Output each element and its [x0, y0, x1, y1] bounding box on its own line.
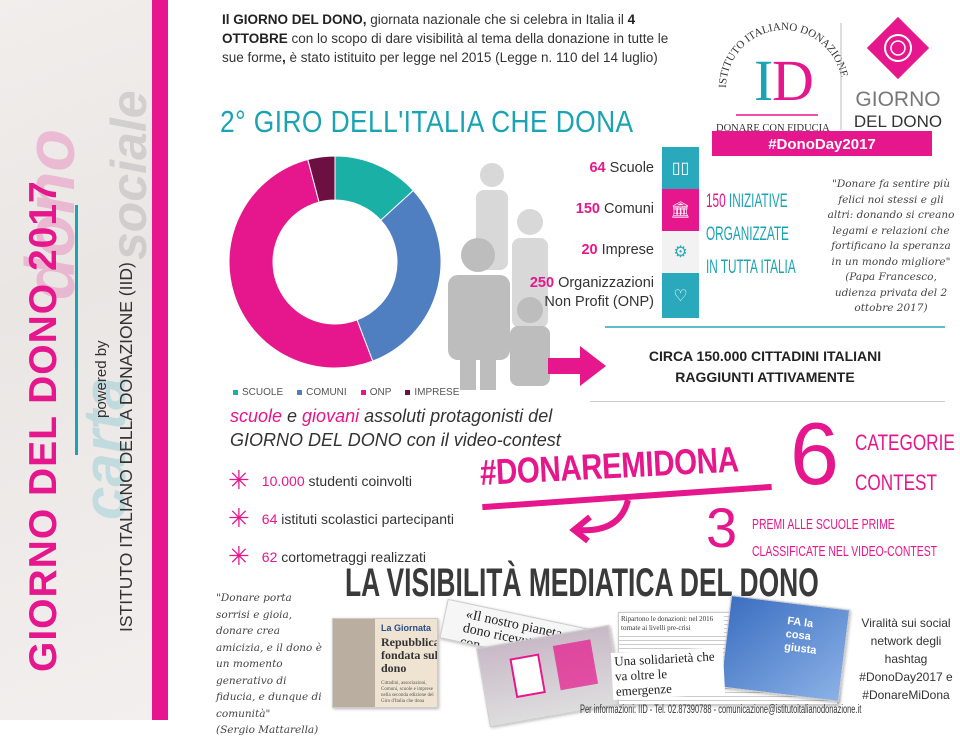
people-silhouettes-icon	[448, 163, 550, 390]
legend-swatch	[360, 389, 366, 395]
legend-swatch	[233, 389, 238, 395]
chart-legend: SCUOLE COMUNI ONP IMPRESE	[233, 387, 459, 398]
donut-slice-imprese	[307, 155, 336, 203]
intro-text: Il GIORNO DEL DONO, giornata nazionale c…	[222, 12, 669, 65]
logo-d: D	[772, 48, 814, 113]
arrow-right-icon	[548, 346, 606, 386]
categories-text: CATEGORIE CONTEST	[855, 430, 955, 495]
asterisk-icon: ✳	[228, 541, 250, 571]
logo-i: I	[754, 48, 773, 113]
legend-item-onp: ONP	[360, 387, 392, 398]
stat-comuni: 150 Comuni	[575, 201, 654, 217]
initiatives-text: 150 INIZIATIVE ORGANIZZATE IN TUTTA ITALIA	[706, 191, 796, 278]
stat-onp: 250 Organizzazioni Non Profit (ONP)	[529, 275, 654, 310]
donut-slice-comuni	[356, 189, 442, 362]
donut-slice-onp	[228, 158, 374, 369]
legend-item-scuole: SCUOLE	[233, 387, 283, 398]
legend-swatch	[297, 389, 303, 395]
legend-label: COMUNI	[306, 387, 347, 398]
legend-item-comuni: COMUNI	[297, 387, 347, 398]
legend-item-imprese: IMPRESE	[405, 387, 459, 398]
divider	[605, 326, 945, 328]
iid-logo: ISTITUTO ITALIANO DONAZIONE I D DONARE C…	[712, 16, 942, 156]
contest-item: ✳ 10.000 studenti coinvolti	[228, 465, 413, 495]
stat-scuole: 64 Scuole	[589, 160, 654, 176]
building-icon: 🏛	[662, 189, 699, 231]
schools-heading: scuole e giovani assoluti protagonisti d…	[230, 406, 561, 450]
sidebar-title: GIORNO DEL DONO 2017	[22, 180, 65, 672]
tv-screenshot: FA la cosa giusta	[719, 595, 851, 702]
sidebar-divider	[75, 205, 78, 455]
sidebar-panel: dono carta sociale GIORNO DEL DONO 2017 …	[0, 0, 152, 720]
legend-label: IMPRESE	[414, 387, 460, 398]
prizes-number: 3	[706, 496, 738, 559]
asterisk-icon: ✳	[228, 465, 250, 495]
logo-giorno: GIORNO	[855, 88, 940, 111]
pink-stripe	[152, 0, 168, 720]
reach-text: CIRCA 150.000 CITTADINI ITALIANI RAGGIUNT…	[648, 348, 882, 385]
footer-contact: Per informazioni: IID - Tel. 02.87390788…	[580, 704, 862, 716]
legend-label: SCUOLE	[242, 387, 284, 398]
divider	[590, 401, 945, 402]
news-clipping: La Giornata Repubblica fondata sul dono …	[332, 618, 438, 708]
book-icon: ▯▯	[662, 147, 699, 189]
logo-del-dono: DEL DONO	[854, 112, 942, 131]
legend-label: ONP	[369, 387, 392, 398]
legend-swatch	[405, 389, 411, 395]
logos: ISTITUTO ITALIANO DONAZIONE I D DONARE C…	[706, 8, 946, 158]
asterisk-icon: ✳	[228, 503, 250, 533]
stat-imprese: 20 Imprese	[581, 242, 654, 258]
organization-name: ISTITUTO ITALIANO DELLA DONAZIONE (IID)	[116, 262, 136, 632]
dono-day-hashtag: #DonoDay2017	[768, 136, 876, 153]
president-quote: "Donare porta sorrisi e gioia, donare cr…	[216, 592, 322, 736]
gears-icon: ⚙	[662, 231, 699, 273]
categories-number: 6	[790, 404, 839, 503]
curved-arrow-icon	[569, 499, 631, 544]
giorno-del-dono-diamond-icon	[866, 16, 930, 80]
background-watermark: sociale	[101, 90, 152, 260]
contest-item: ✳ 62 cortometraggi realizzati	[228, 541, 426, 571]
donut-chart	[228, 155, 442, 369]
powered-by-label: powered by	[93, 340, 110, 418]
contest-item: ✳ 64 istituti scolastici partecipanti	[228, 503, 455, 533]
heart-icon: ♡	[662, 273, 699, 318]
page-title: 2° GIRO DELL'ITALIA CHE DONA	[220, 104, 634, 139]
news-headline: Una solidarietà che va oltre le emergenz…	[610, 647, 726, 700]
logo-tagline: DONARE CON FIDUCIA	[716, 123, 830, 134]
virality-text: Viralità sui social network degli hashta…	[859, 616, 953, 702]
pope-quote: "Donare fa sentire più felici noi stessi…	[827, 178, 955, 314]
prizes-text: PREMI ALLE SCUOLE PRIME CLASSIFICATE NEL …	[752, 517, 938, 560]
